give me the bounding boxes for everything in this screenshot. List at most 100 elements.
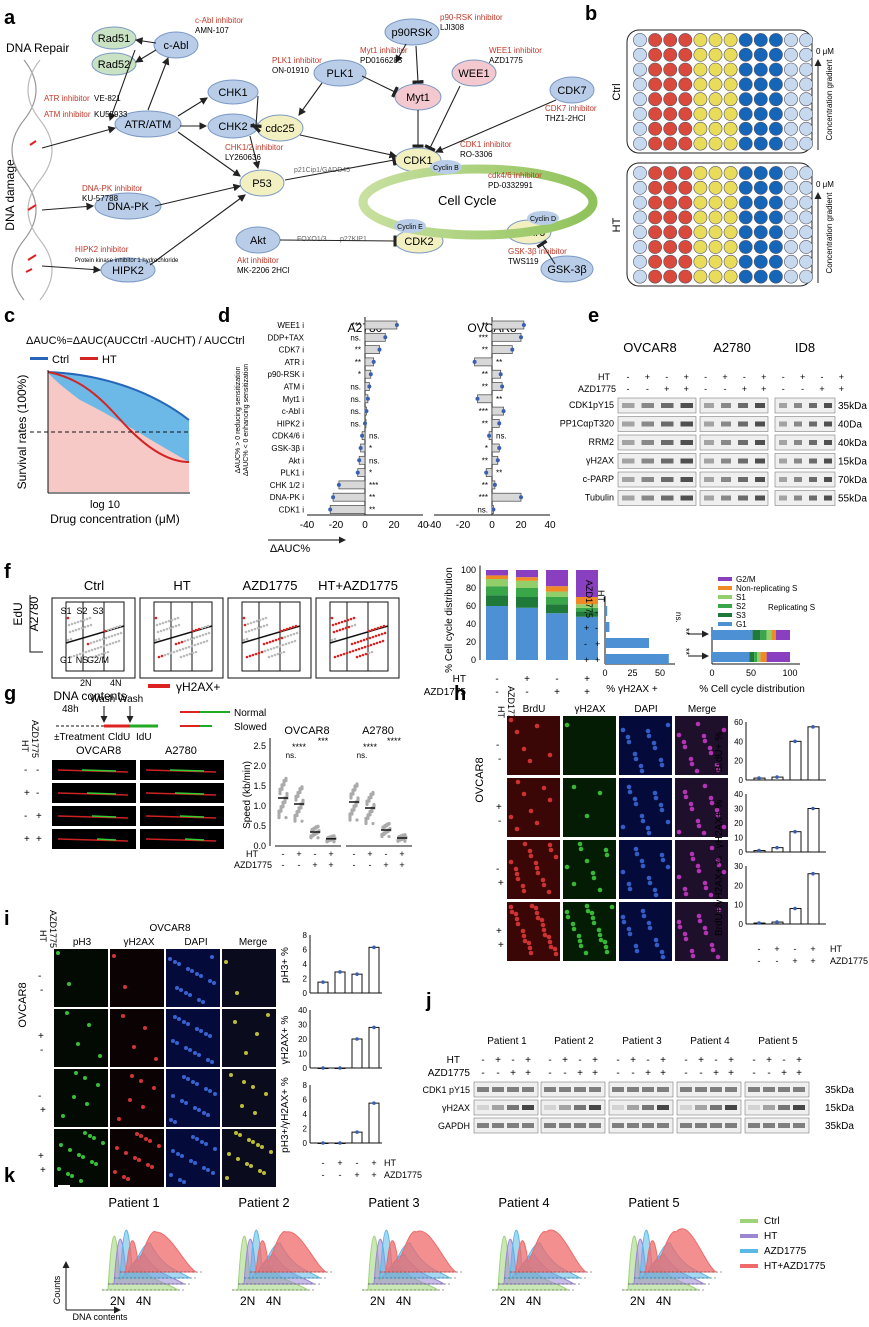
h-micrograph bbox=[675, 778, 728, 837]
plate-well bbox=[738, 254, 753, 269]
j-band-label: γH2AX bbox=[442, 1103, 470, 1113]
f-gh-sign: + bbox=[595, 655, 600, 665]
f-event bbox=[109, 627, 113, 631]
f-stack-tick: 0 bbox=[471, 655, 476, 665]
plate-well bbox=[784, 240, 798, 254]
h-cell-dot bbox=[564, 722, 570, 728]
plate-well bbox=[799, 195, 813, 210]
h-cell-dot bbox=[658, 802, 664, 808]
j-ht-sign: - bbox=[714, 1055, 717, 1066]
f-star: ** bbox=[681, 628, 691, 636]
plate-well bbox=[633, 33, 647, 47]
f-event bbox=[81, 651, 85, 655]
h-cell-dot bbox=[597, 932, 603, 938]
g-ht-sign: + bbox=[24, 834, 30, 845]
i-cell-dot bbox=[244, 1051, 248, 1055]
d-sig-ovcar8: ** bbox=[482, 370, 488, 379]
plate-well bbox=[784, 77, 798, 92]
j-band bbox=[657, 1123, 669, 1128]
f-event bbox=[164, 620, 168, 624]
i-cell-dot bbox=[211, 1171, 215, 1175]
cell-cycle-ring bbox=[358, 164, 598, 240]
g-azd-vert: AZD1775 bbox=[30, 720, 40, 758]
j-ht-sign: + bbox=[592, 1055, 598, 1066]
h-cell-dot bbox=[665, 722, 671, 728]
h-cell-dot bbox=[515, 779, 521, 785]
i-cell-dot bbox=[236, 1157, 240, 1161]
e-ht-sign: + bbox=[800, 372, 805, 382]
j-band bbox=[642, 1087, 654, 1092]
j-band bbox=[725, 1087, 737, 1092]
f-event bbox=[294, 624, 298, 628]
h-micrograph bbox=[507, 716, 560, 775]
g-s3-ovcar8: *** bbox=[318, 736, 329, 746]
i-cell-dot bbox=[173, 960, 177, 964]
plate-well bbox=[784, 195, 798, 210]
h-cell-dot bbox=[676, 829, 682, 835]
i-micrograph bbox=[54, 1009, 108, 1067]
i-ytick-0: 8 bbox=[303, 931, 308, 940]
d-sig-ovcar8: *** bbox=[479, 333, 488, 342]
f-event bbox=[279, 651, 283, 655]
f-event bbox=[284, 642, 288, 646]
i-cell-dot bbox=[191, 1135, 195, 1139]
d-category: HIPK2 i bbox=[277, 419, 304, 428]
h-cell-dot bbox=[598, 937, 604, 943]
plate-well bbox=[633, 254, 647, 269]
plate-well bbox=[633, 47, 647, 62]
g-point-a2780 bbox=[364, 816, 368, 820]
i-ht-vert: HT bbox=[38, 930, 48, 942]
plate-well bbox=[753, 62, 768, 77]
plate-well bbox=[648, 136, 662, 151]
plate-well bbox=[723, 92, 738, 107]
plate-well bbox=[648, 240, 662, 254]
h-cell-dot bbox=[590, 870, 596, 876]
i-cell-dot bbox=[130, 1074, 134, 1078]
h-point-0 bbox=[811, 725, 815, 729]
h-cell-dot bbox=[626, 926, 632, 932]
d-sig-ovcar8: ** bbox=[482, 346, 488, 355]
tee-plk1-myt1 bbox=[361, 75, 399, 98]
h-cell-dot bbox=[676, 874, 682, 880]
plate-well bbox=[799, 33, 813, 47]
d-point-ovcar8 bbox=[510, 347, 515, 352]
f-gh-sign: + bbox=[584, 655, 589, 665]
h-cell-dot bbox=[542, 932, 548, 938]
h-cell-dot bbox=[513, 911, 519, 917]
h-cell-dot bbox=[653, 795, 659, 801]
g-chart-ht: HT bbox=[246, 849, 258, 859]
h-cell-dot bbox=[521, 746, 527, 752]
g-point-a2780 bbox=[365, 799, 369, 803]
j-band bbox=[589, 1105, 601, 1110]
k-4n: 4N bbox=[526, 1294, 541, 1308]
d-category: GSK-3β i bbox=[271, 444, 304, 453]
f-event bbox=[80, 626, 84, 630]
e-azd-sign: - bbox=[646, 384, 649, 394]
f-event bbox=[92, 640, 96, 644]
arrow-p90-plk1 bbox=[395, 43, 407, 63]
h-cell-dot bbox=[638, 763, 644, 769]
f-event bbox=[370, 628, 374, 632]
plate-well bbox=[633, 269, 647, 284]
h-cell-dot bbox=[639, 858, 645, 864]
e-band bbox=[622, 477, 635, 482]
f-event bbox=[368, 636, 372, 640]
j-band bbox=[612, 1087, 624, 1092]
h-cell-dot bbox=[514, 871, 520, 877]
chk12-inhibitor-drug: LY260636 bbox=[225, 153, 261, 162]
h-cell-dot bbox=[709, 942, 715, 948]
e-band bbox=[641, 421, 654, 427]
plate-well bbox=[693, 210, 708, 225]
cabl-inhibitor-label: c-Abl inhibitor bbox=[195, 16, 244, 25]
g-fiber-red bbox=[57, 815, 129, 819]
f-stack-segment bbox=[486, 595, 508, 606]
node-rad52-shape bbox=[91, 52, 137, 76]
i-x-sign: + bbox=[371, 1158, 376, 1168]
tee-gsk-cdk46 bbox=[536, 239, 556, 265]
f-dist-segment bbox=[749, 652, 755, 662]
g-chart-ht-sign: - bbox=[353, 849, 356, 859]
hipk2-inhibitor-label: HIPK2 inhibitor bbox=[75, 245, 129, 254]
plate-well bbox=[784, 47, 798, 62]
j-band bbox=[507, 1123, 519, 1128]
e-row-azd: AZD1775 bbox=[578, 384, 616, 394]
